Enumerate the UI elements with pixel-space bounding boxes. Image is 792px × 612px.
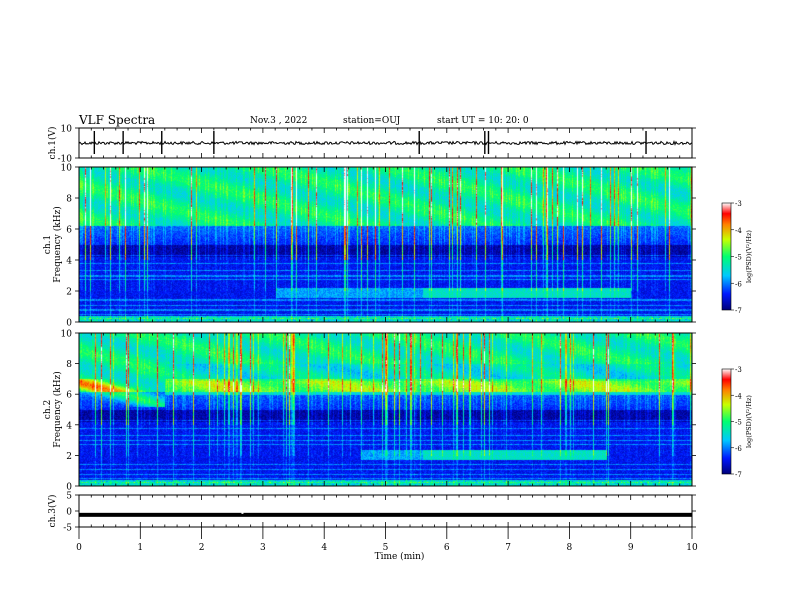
y-tick-label: 6 — [66, 391, 72, 401]
ch2-spectrogram-image — [79, 333, 692, 486]
y-tick-label: 4 — [66, 257, 72, 267]
ch1-spectrogram-colorbar — [721, 202, 732, 311]
y-axis-label: ch.1 Frequency (kHz) — [43, 206, 63, 283]
colorbar-tick-label: -7 — [735, 307, 742, 315]
date-label: Nov.3 , 2022 — [250, 116, 308, 126]
station-label: station=OUJ — [343, 116, 401, 126]
y-axis-label-line: Frequency (kHz) — [52, 371, 63, 448]
y-axis-label: ch.3(V) — [47, 495, 58, 528]
colorbar-label: log(PSD)(V²/Hz) — [745, 230, 753, 283]
colorbar-tick-label: -6 — [735, 445, 742, 453]
y-axis-label-line: ch.1 — [43, 235, 53, 254]
x-tick-label: 9 — [628, 543, 634, 553]
y-tick-label: -10 — [58, 155, 73, 165]
colorbar-tick-label: -3 — [735, 200, 742, 208]
y-tick-label: 6 — [66, 226, 72, 236]
colorbar-tick-label: -7 — [735, 471, 742, 479]
y-tick-label: 4 — [66, 421, 72, 431]
x-tick-label: 2 — [199, 543, 205, 553]
x-tick-label: 0 — [76, 543, 82, 553]
ch1-spectrogram-image — [79, 167, 692, 322]
y-tick-label: 8 — [66, 360, 72, 370]
x-tick-label: 10 — [686, 543, 698, 553]
x-axis-label: Time (min) — [375, 551, 425, 562]
tick-marks — [75, 127, 734, 539]
ch3-waveform-trace — [79, 512, 692, 517]
start-time-label: start UT = 10: 20: 0 — [437, 116, 529, 126]
y-tick-label: 2 — [66, 452, 72, 462]
x-tick-label: 1 — [137, 543, 143, 553]
y-tick-label: 0 — [66, 483, 72, 493]
chart-title: VLF Spectra — [79, 113, 156, 127]
y-axis-label: ch.1(V) — [47, 127, 58, 160]
y-axis-label-line: ch.3(V) — [47, 495, 58, 528]
y-axis-label-line: Frequency (kHz) — [52, 206, 63, 283]
y-tick-label: 0 — [66, 319, 72, 329]
colorbar-tick-label: -6 — [735, 280, 742, 288]
x-tick-label: 3 — [260, 543, 266, 553]
colorbar-label-text: log(PSD)(V²/Hz) — [745, 230, 753, 283]
y-tick-label: 8 — [66, 195, 72, 205]
colorbar-tick-label: -4 — [735, 227, 742, 235]
y-tick-label: 10 — [61, 330, 73, 340]
colorbar-label: log(PSD)(V²/Hz) — [745, 395, 753, 448]
ch1-waveform-trace — [78, 139, 693, 146]
y-tick-label: 10 — [61, 164, 73, 174]
y-tick-label: 10 — [61, 125, 73, 135]
y-tick-label: 0 — [66, 508, 72, 518]
x-tick-label: 6 — [444, 543, 450, 553]
y-tick-label: -5 — [63, 524, 72, 534]
x-tick-label: 5 — [383, 543, 389, 553]
colorbar-tick-label: -5 — [735, 254, 742, 262]
colorbar-label-text: log(PSD)(V²/Hz) — [745, 395, 753, 448]
colorbar-tick-label: -3 — [735, 366, 742, 374]
ch3-gap — [241, 511, 244, 514]
x-tick-label: 7 — [505, 543, 511, 553]
x-tick-label: 4 — [321, 543, 327, 553]
colorbar-tick-label: -4 — [735, 392, 742, 400]
y-axis-label-line: ch.1(V) — [47, 127, 58, 160]
x-tick-label: 8 — [567, 543, 573, 553]
y-tick-label: 5 — [66, 492, 72, 502]
ch2-spectrogram-colorbar — [721, 368, 732, 475]
y-axis-label: ch.2 Frequency (kHz) — [43, 371, 63, 448]
y-tick-label: 2 — [66, 288, 72, 298]
y-axis-label-line: ch.2 — [43, 400, 53, 419]
spectrogram-images — [78, 131, 732, 517]
colorbar-tick-label: -5 — [735, 419, 742, 427]
